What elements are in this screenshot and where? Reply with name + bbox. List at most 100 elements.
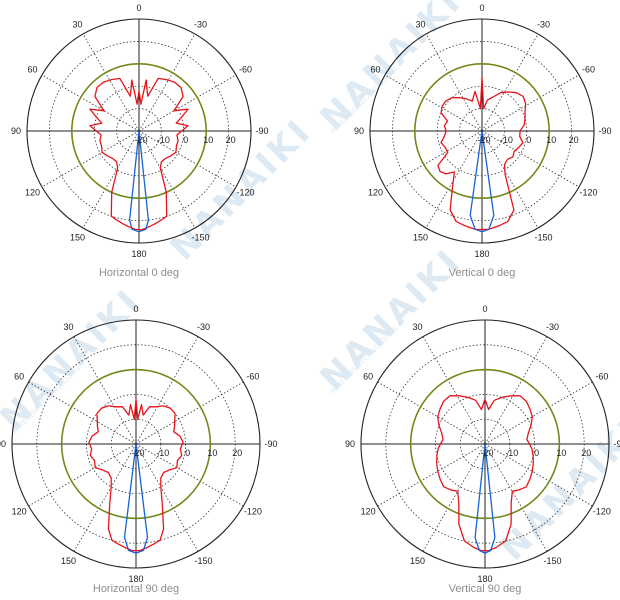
- grid-spoke: [425, 33, 483, 132]
- angle-tick-label: -150: [194, 556, 212, 566]
- polar-chart: 0 -30 -60 -90 -120 -150 180 150 120 90 60 30 -20 -10 0…: [354, 3, 612, 279]
- grid-spoke: [481, 130, 539, 229]
- grid-spoke: [28, 381, 137, 445]
- grid-spoke: [484, 336, 548, 445]
- radial-tick-label: -20: [480, 448, 493, 458]
- grid-spoke: [384, 130, 483, 188]
- angle-tick-label: -90: [613, 439, 620, 449]
- angle-tick-label: -60: [246, 372, 259, 382]
- angle-tick-label: 120: [25, 188, 40, 198]
- grid-spoke: [82, 33, 140, 132]
- angle-tick-label: 150: [70, 233, 85, 243]
- angle-tick-label: 0: [482, 304, 487, 314]
- grid-spoke: [73, 443, 137, 552]
- angle-tick-label: 0: [479, 3, 484, 13]
- reference-circle: [409, 368, 561, 520]
- radial-tick-label: -10: [156, 448, 169, 458]
- radial-tick-label: -20: [131, 448, 144, 458]
- angle-tick-label: 30: [415, 20, 425, 30]
- grid-spoke: [135, 336, 199, 445]
- angle-tick-label: -150: [543, 556, 561, 566]
- series-red-line: [437, 76, 527, 231]
- angle-tick-label: 0: [136, 3, 141, 13]
- angle-tick-label: 120: [12, 507, 27, 517]
- angle-tick-label: 90: [345, 439, 355, 449]
- angle-tick-label: 180: [474, 249, 489, 259]
- chart-caption: Vertical 0 deg: [449, 267, 516, 279]
- radial-tick-label: 10: [546, 135, 556, 145]
- radial-tick-label: 10: [207, 448, 217, 458]
- angle-tick-label: 90: [11, 126, 21, 136]
- angle-tick-label: -30: [197, 322, 210, 332]
- radial-tick-label: 20: [232, 448, 242, 458]
- angle-tick-label: 60: [370, 65, 380, 75]
- series-blue-line: [469, 130, 495, 233]
- chart-caption: Horizontal 0 deg: [99, 267, 179, 279]
- grid-spoke: [138, 130, 237, 188]
- angle-tick-label: 90: [0, 439, 6, 449]
- angle-tick-label: 180: [131, 249, 146, 259]
- angle-tick-label: -60: [239, 65, 252, 75]
- outer-ring: [11, 319, 261, 569]
- angle-tick-label: 120: [368, 188, 383, 198]
- angle-tick-label: -90: [264, 439, 277, 449]
- reference-circle: [60, 368, 212, 520]
- angle-tick-label: -120: [236, 188, 254, 198]
- reference-circle: [71, 63, 207, 199]
- angle-tick-label: 150: [410, 556, 425, 566]
- angle-tick-label: 180: [128, 574, 143, 584]
- angle-tick-label: -90: [598, 126, 611, 136]
- angle-tick-label: -60: [582, 65, 595, 75]
- radial-tick-label: 10: [203, 135, 213, 145]
- series-red-line: [88, 398, 184, 552]
- grid-spoke: [41, 130, 140, 188]
- series-blue-line: [474, 443, 496, 554]
- chart-caption: Horizontal 90 deg: [93, 583, 179, 595]
- angle-tick-label: 90: [354, 126, 364, 136]
- grid-spoke: [484, 381, 593, 445]
- angle-tick-label: 0: [133, 304, 138, 314]
- angle-tick-label: -150: [534, 233, 552, 243]
- polar-chart: 0 -30 -60 -90 -120 -150 180 150 120 90 60 30 -20 -10 0…: [345, 304, 620, 595]
- radial-tick-label: 10: [556, 448, 566, 458]
- angle-tick-label: -60: [595, 372, 608, 382]
- grid-spoke: [135, 381, 244, 445]
- radial-tick-label: 0: [534, 448, 539, 458]
- series-red-line: [89, 77, 189, 231]
- radial-tick-label: 20: [569, 135, 579, 145]
- grid-spoke: [135, 443, 199, 552]
- grid-spoke: [481, 33, 539, 132]
- angle-tick-label: 150: [61, 556, 76, 566]
- radial-tick-label: -10: [500, 135, 513, 145]
- grid-spoke: [73, 336, 137, 445]
- chart-caption: Vertical 90 deg: [449, 583, 522, 595]
- reference-circle: [413, 63, 550, 199]
- angle-tick-label: -120: [579, 188, 597, 198]
- grid-spoke: [138, 130, 196, 229]
- angle-tick-label: 30: [63, 322, 73, 332]
- radial-tick-label: -10: [157, 135, 170, 145]
- radial-tick-label: -20: [134, 135, 147, 145]
- outer-ring: [26, 18, 252, 244]
- angle-tick-label: -120: [593, 507, 611, 517]
- angle-tick-label: 60: [14, 372, 24, 382]
- series-red-line: [436, 395, 534, 552]
- angle-tick-label: 60: [363, 372, 373, 382]
- radial-tick-label: 20: [581, 448, 591, 458]
- polar-chart: 0 -30 -60 -90 -120 -150 180 150 120 90 60 30 -20 -10 0…: [11, 3, 269, 279]
- radial-tick-label: 0: [185, 448, 190, 458]
- series-blue-line: [123, 443, 149, 554]
- angle-tick-label: 60: [27, 65, 37, 75]
- grid-spoke: [377, 381, 486, 445]
- angle-tick-label: 180: [477, 574, 492, 584]
- grid-spoke: [28, 443, 137, 507]
- angle-tick-label: -30: [537, 20, 550, 30]
- grid-spoke: [481, 130, 580, 188]
- grid-spoke: [384, 74, 483, 132]
- radial-tick-label: 0: [526, 135, 531, 145]
- radial-tick-label: 20: [226, 135, 236, 145]
- radial-tick-label: -20: [477, 135, 490, 145]
- outer-ring: [360, 319, 610, 569]
